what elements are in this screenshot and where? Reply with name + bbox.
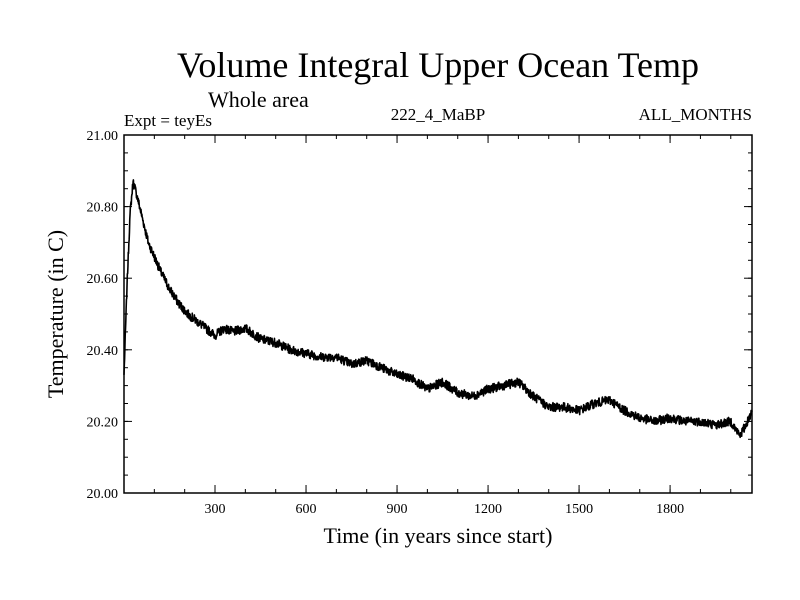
ticks: 20.00 20.20 20.40 20.60 20.80 21.00 300 600 900 1… (87, 129, 752, 517)
series (123, 179, 753, 439)
x-tick-label: 600 (296, 502, 317, 517)
y-axis-label: Temperature (in C) (43, 230, 68, 398)
y-tick-label: 20.80 (87, 201, 119, 216)
x-tick-label: 1500 (565, 502, 593, 517)
y-tick-label: 20.00 (87, 487, 119, 502)
y-tick-label: 20.20 (87, 415, 119, 430)
chart-title: Volume Integral Upper Ocean Temp (177, 45, 699, 85)
x-tick-label: 300 (205, 502, 226, 517)
plot-frame (123, 134, 753, 494)
series-line (123, 179, 753, 439)
y-tick-label: 20.40 (87, 344, 119, 359)
chart-subtitle: Whole area (208, 87, 309, 112)
y-tick-label: 20.60 (87, 272, 119, 287)
experiment-label: Expt = teyEs (124, 111, 212, 130)
period-label: ALL_MONTHS (639, 105, 752, 124)
run-id-label: 222_4_MaBP (391, 105, 485, 124)
x-tick-label: 1800 (656, 502, 684, 517)
x-tick-label: 1200 (474, 502, 502, 517)
x-tick-label: 900 (387, 502, 408, 517)
x-axis-label: Time (in years since start) (324, 523, 553, 548)
y-tick-label: 21.00 (87, 129, 119, 144)
